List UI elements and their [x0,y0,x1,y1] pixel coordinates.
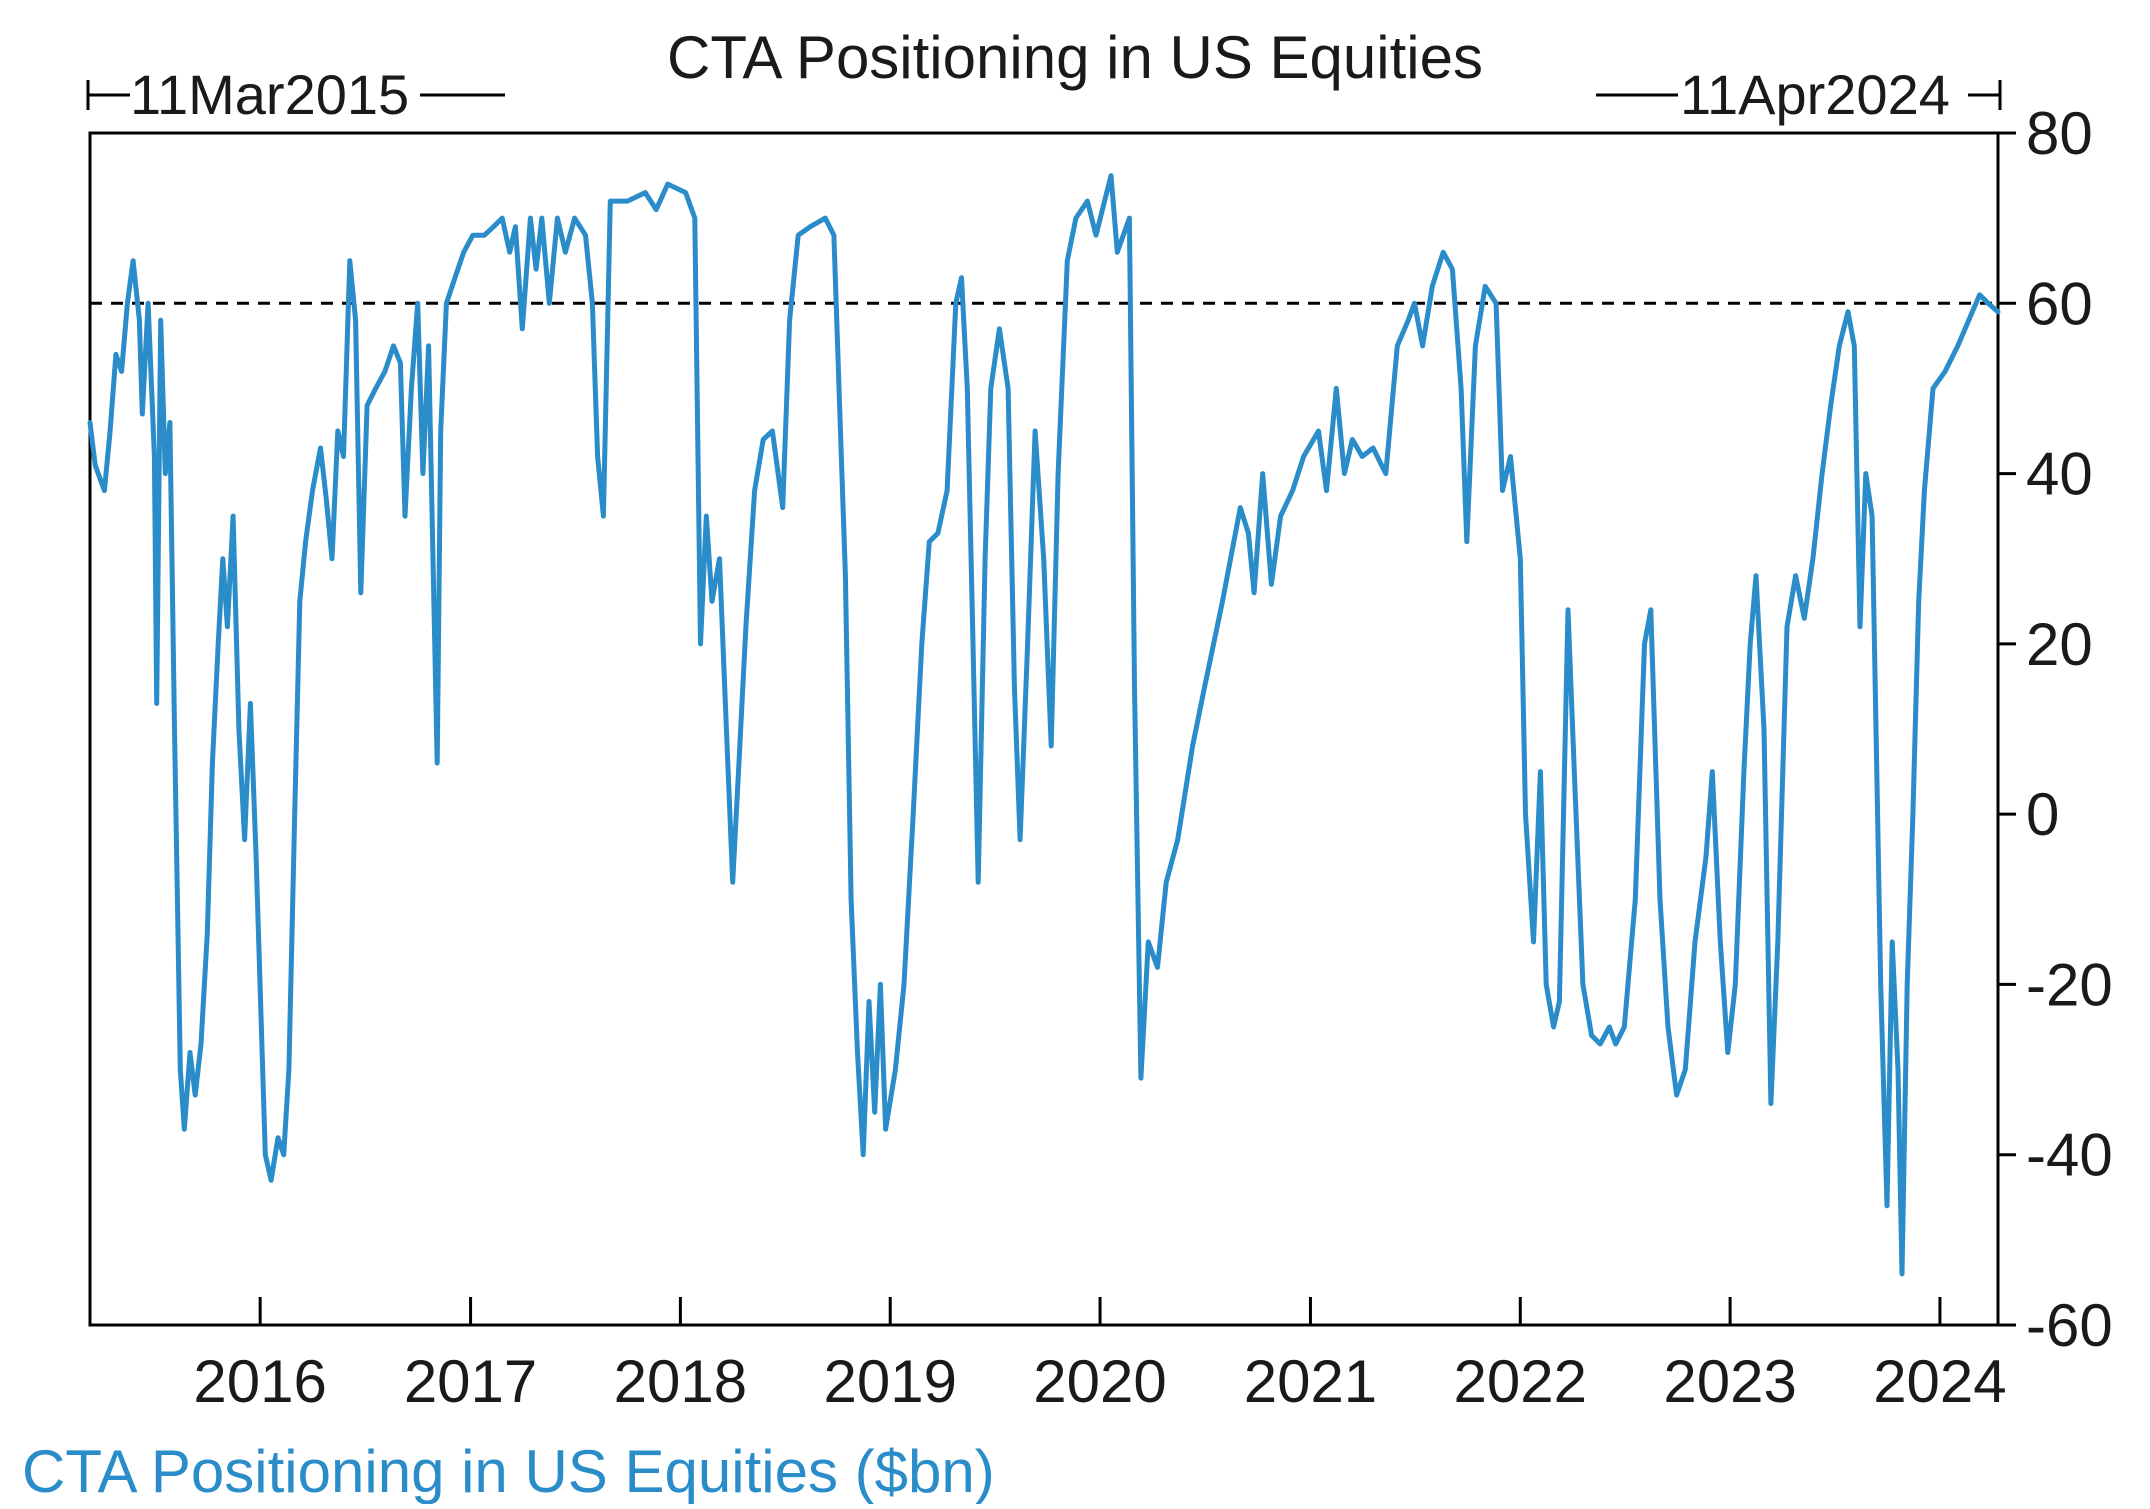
x-tick-label: 2019 [823,1348,956,1415]
end-range-label: 11Apr2024 [1680,63,1950,126]
y-tick-label: 80 [2026,100,2093,167]
x-tick-label: 2021 [1244,1348,1377,1415]
y-tick-label: 60 [2026,270,2093,337]
plot-frame [88,131,2000,1327]
x-tick-label: 2016 [193,1348,326,1415]
x-tick-label: 2024 [1873,1348,2006,1415]
y-tick-label: -20 [2026,951,2113,1018]
x-tick-label: 2023 [1663,1348,1796,1415]
x-tick-label: 2020 [1033,1348,1166,1415]
legend-series-label: CTA Positioning in US Equities ($bn) [22,1438,995,1504]
y-tick-label: 40 [2026,441,2093,508]
start-range-label: 11Mar2015 [130,63,409,126]
end-range-marker: 11Apr2024 [1596,63,2002,126]
y-tick-label: -40 [2026,1122,2113,1189]
series-line-cta-positioning [87,173,2001,1277]
y-tick-label: -60 [2026,1292,2113,1359]
x-axis: 2016 2017 2018 2019 2020 2021 2022 2023 2024 [193,1297,2007,1415]
chart-title: CTA Positioning in US Equities [667,24,1483,91]
y-axis: 80 60 40 20 0 -20 -40 -60 [1998,100,2113,1359]
x-tick-label: 2022 [1454,1348,1587,1415]
y-tick-label: 20 [2026,611,2093,678]
start-range-marker: 11Mar2015 [86,63,505,126]
y-tick-label: 0 [2026,781,2059,848]
x-tick-label: 2017 [404,1348,537,1415]
x-tick-label: 2018 [614,1348,747,1415]
